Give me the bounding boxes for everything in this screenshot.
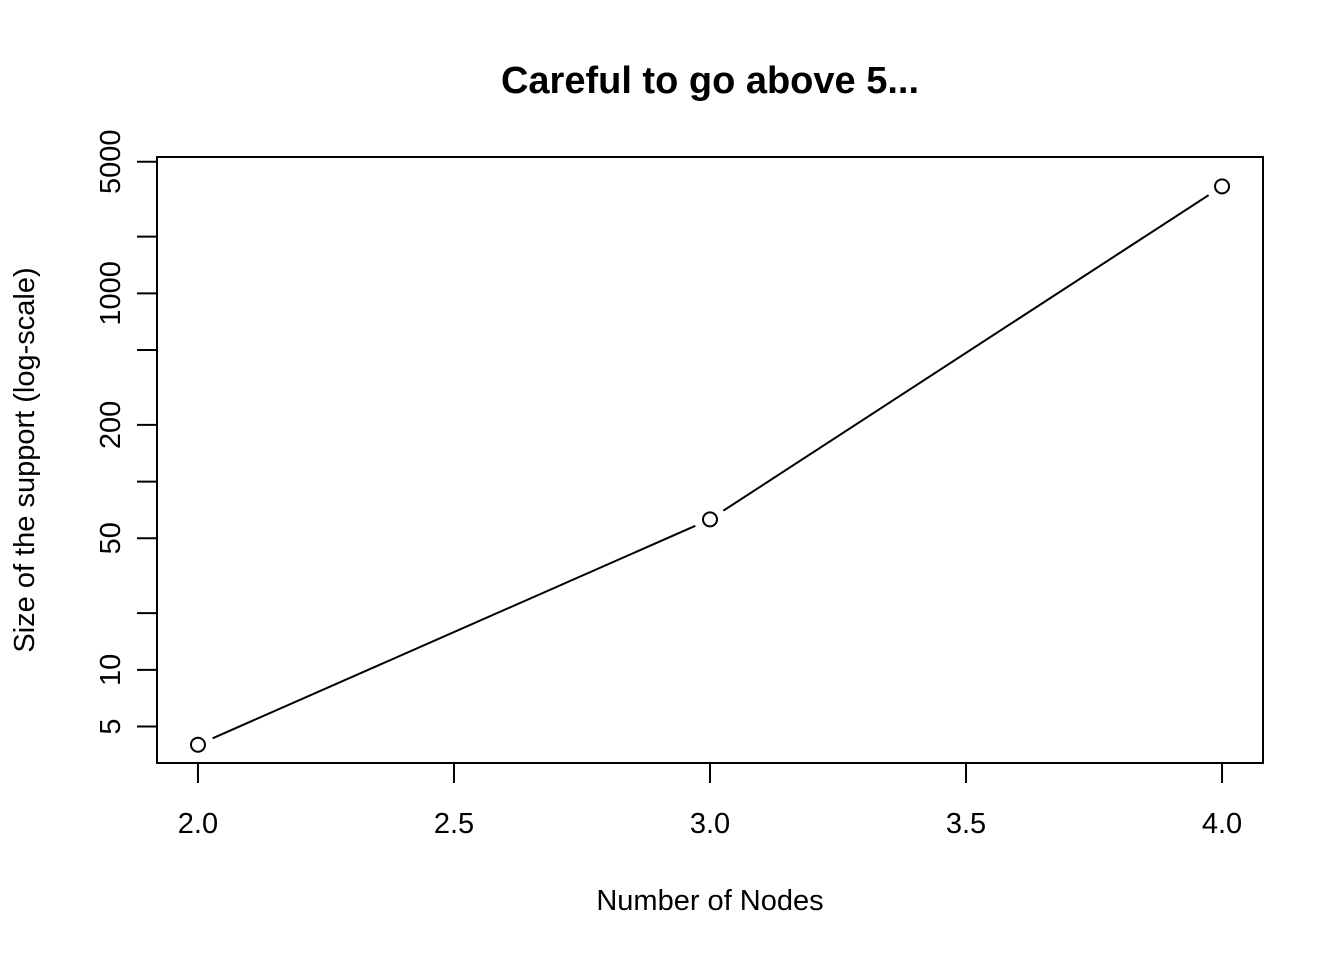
x-axis-label: Number of Nodes	[596, 885, 823, 917]
plot-frame	[156, 156, 1264, 764]
y-tick-label: 5000	[95, 130, 127, 195]
x-tick-label: 3.5	[946, 808, 986, 840]
y-tick-label: 200	[95, 401, 127, 449]
y-axis: 5 10 50 200 1000 5000	[95, 130, 158, 735]
y-axis-label: Size of the support (log-scale)	[9, 267, 41, 652]
data-point	[189, 736, 206, 753]
data-point	[1214, 178, 1231, 195]
series-points	[189, 178, 1231, 753]
series-line	[212, 194, 1210, 740]
x-tick-label: 2.0	[178, 808, 218, 840]
y-tick-label: 10	[95, 654, 127, 686]
series-segment	[722, 194, 1210, 512]
data-point	[702, 511, 718, 528]
y-tick-label: 5	[95, 718, 127, 734]
x-tick-label: 3.0	[690, 808, 730, 840]
x-tick-label: 2.5	[434, 808, 474, 840]
y-tick-label: 1000	[95, 261, 127, 326]
y-tick-label: 50	[95, 522, 127, 554]
chart-title: Careful to go above 5...	[501, 60, 919, 102]
x-axis: 2.0 2.5 3.0 3.5 4.0	[178, 762, 1242, 840]
series-segment	[212, 524, 696, 740]
x-tick-label: 4.0	[1202, 808, 1242, 840]
